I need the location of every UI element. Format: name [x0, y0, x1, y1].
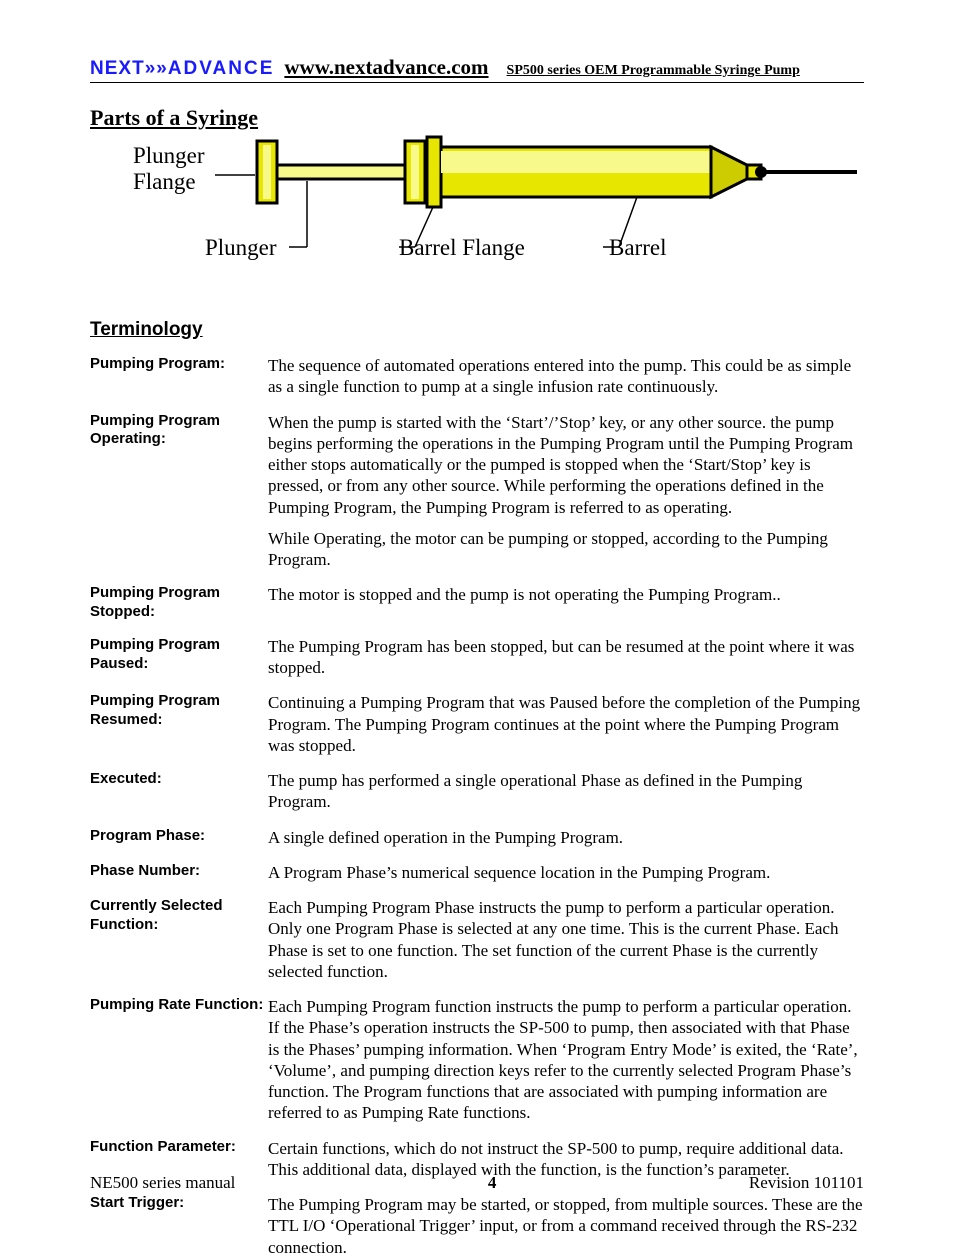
term-paragraph: While Operating, the motor can be pumpin…: [268, 528, 864, 571]
term-paragraph: Each Pumping Program function instructs …: [268, 996, 864, 1124]
term-definition: When the pump is started with the ‘Start…: [268, 412, 864, 571]
header-url[interactable]: www.nextadvance.com: [284, 55, 488, 80]
term-row: Pumping Program Paused:The Pumping Progr…: [90, 636, 864, 679]
term-row: Phase Number:A Program Phase’s numerical…: [90, 862, 864, 883]
header-subtitle: SP500 series OEM Programmable Syringe Pu…: [507, 63, 800, 79]
page-header: NEXT»»ADVANCE www.nextadvance.com SP500 …: [90, 55, 864, 80]
term-paragraph: The pump has performed a single operatio…: [268, 770, 864, 813]
page: NEXT»»ADVANCE www.nextadvance.com SP500 …: [0, 0, 954, 1235]
term-row: Currently Selected Function:Each Pumping…: [90, 897, 864, 982]
term-paragraph: Continuing a Pumping Program that was Pa…: [268, 692, 864, 756]
section-title-parts: Parts of a Syringe: [90, 105, 864, 131]
footer-left: NE500 series manual: [90, 1173, 235, 1193]
section-title-terminology: Terminology: [90, 319, 864, 341]
footer-page: 4: [488, 1173, 497, 1193]
syringe-svg: [97, 135, 857, 295]
term-definition: The Pumping Program may be started, or s…: [268, 1194, 864, 1258]
label-plunger: Plunger: [205, 235, 277, 261]
term-paragraph: The sequence of automated operations ent…: [268, 355, 864, 398]
term-paragraph: Each Pumping Program Phase instructs the…: [268, 897, 864, 982]
term-label: Function Parameter:: [90, 1138, 268, 1157]
term-definition: Each Pumping Program Phase instructs the…: [268, 897, 864, 982]
term-definition: A single defined operation in the Pumpin…: [268, 827, 864, 848]
term-label: Pumping Program Stopped:: [90, 584, 268, 622]
term-label: Pumping Program:: [90, 355, 268, 374]
footer-right: Revision 101101: [749, 1173, 864, 1193]
term-definition: A Program Phase’s numerical sequence loc…: [268, 862, 864, 883]
term-definition: Continuing a Pumping Program that was Pa…: [268, 692, 864, 756]
term-paragraph: The motor is stopped and the pump is not…: [268, 584, 864, 605]
terminology-list: Pumping Program:The sequence of automate…: [90, 355, 864, 1258]
term-definition: The motor is stopped and the pump is not…: [268, 584, 864, 605]
term-definition: The sequence of automated operations ent…: [268, 355, 864, 398]
term-row: Pumping Program Resumed:Continuing a Pum…: [90, 692, 864, 756]
syringe-diagram: Plunger Flange Plunger Barrel Flange Bar…: [97, 135, 857, 295]
term-label: Program Phase:: [90, 827, 268, 846]
term-definition: Each Pumping Program function instructs …: [268, 996, 864, 1124]
term-label: Pumping Program Resumed:: [90, 692, 268, 730]
header-rule: [90, 82, 864, 83]
label-barrel-flange: Barrel Flange: [399, 235, 525, 261]
term-label: Start Trigger:: [90, 1194, 268, 1213]
term-row: Pumping Program Stopped:The motor is sto…: [90, 584, 864, 622]
term-definition: The Pumping Program has been stopped, bu…: [268, 636, 864, 679]
label-plunger-flange-b: Flange: [133, 169, 196, 195]
brand-prefix: NEXT: [90, 58, 145, 79]
term-paragraph: The Pumping Program has been stopped, bu…: [268, 636, 864, 679]
term-row: Program Phase:A single defined operation…: [90, 827, 864, 848]
page-footer: NE500 series manual 4 Revision 101101: [90, 1173, 864, 1193]
brand-suffix: ADVANCE: [168, 58, 275, 79]
brand-arrows-icon: »»: [145, 58, 168, 79]
term-label: Pumping Program Operating:: [90, 412, 268, 450]
brand: NEXT»»ADVANCE: [90, 58, 274, 80]
term-paragraph: When the pump is started with the ‘Start…: [268, 412, 864, 518]
term-label: Pumping Rate Function:: [90, 996, 268, 1015]
term-definition: The pump has performed a single operatio…: [268, 770, 864, 813]
term-row: Start Trigger:The Pumping Program may be…: [90, 1194, 864, 1258]
term-paragraph: The Pumping Program may be started, or s…: [268, 1194, 864, 1258]
term-row: Pumping Program Operating:When the pump …: [90, 412, 864, 571]
term-label: Pumping Program Paused:: [90, 636, 268, 674]
label-barrel: Barrel: [609, 235, 666, 261]
term-paragraph: A single defined operation in the Pumpin…: [268, 827, 864, 848]
label-plunger-flange-a: Plunger: [133, 143, 205, 169]
term-row: Executed:The pump has performed a single…: [90, 770, 864, 813]
term-row: Pumping Rate Function:Each Pumping Progr…: [90, 996, 864, 1124]
term-paragraph: A Program Phase’s numerical sequence loc…: [268, 862, 864, 883]
term-row: Pumping Program:The sequence of automate…: [90, 355, 864, 398]
term-label: Currently Selected Function:: [90, 897, 268, 935]
term-label: Executed:: [90, 770, 268, 789]
term-label: Phase Number:: [90, 862, 268, 881]
